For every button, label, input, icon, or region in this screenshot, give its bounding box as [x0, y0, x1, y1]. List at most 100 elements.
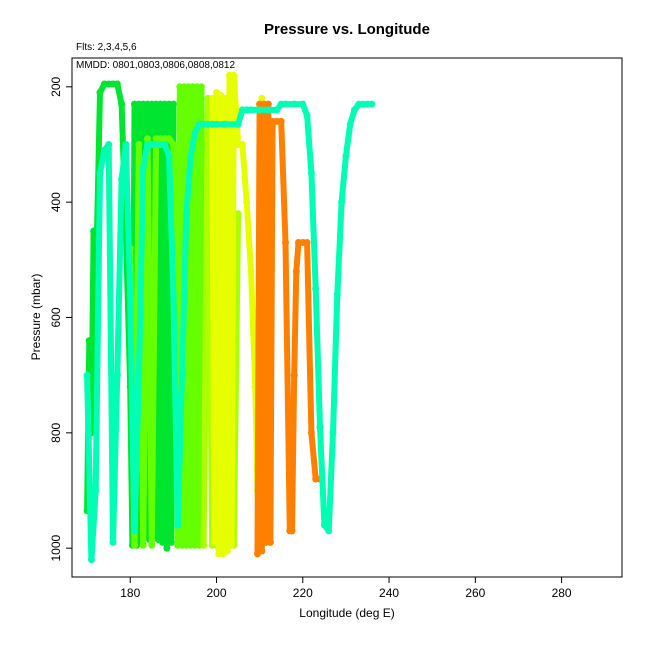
data-point [303, 112, 311, 120]
data-point [165, 152, 173, 160]
y-tick-label: 600 [49, 307, 63, 327]
x-tick-label: 200 [206, 586, 226, 600]
data-point [266, 538, 274, 546]
data-point [118, 175, 126, 183]
data-point [290, 371, 298, 379]
data-point [329, 429, 337, 437]
x-tick-label: 240 [379, 586, 399, 600]
data-point [258, 94, 266, 102]
data-point [247, 106, 255, 114]
data-point [139, 164, 147, 172]
data-point [288, 527, 296, 535]
data-point [333, 290, 341, 298]
data-point [167, 538, 175, 546]
series-layer [83, 71, 376, 564]
data-point [299, 100, 307, 108]
data-point [247, 267, 255, 275]
data-point [273, 106, 281, 114]
data-point [282, 100, 289, 108]
data-point [182, 210, 190, 218]
data-point [169, 290, 177, 298]
data-point [234, 120, 242, 128]
data-point [277, 117, 285, 125]
data-point [139, 541, 147, 549]
data-point [135, 371, 143, 379]
data-point [113, 371, 121, 379]
y-tick-label: 1000 [49, 534, 63, 561]
data-point [290, 100, 298, 108]
data-point [87, 556, 95, 564]
data-point [264, 106, 272, 114]
y-tick-label: 200 [49, 77, 63, 97]
data-point [122, 141, 130, 148]
data-point [342, 152, 350, 160]
series-5 [83, 100, 376, 564]
data-point [346, 120, 354, 128]
data-point [126, 290, 134, 298]
data-point [228, 541, 236, 549]
data-point [100, 146, 108, 154]
data-point [144, 135, 151, 143]
data-point [221, 94, 229, 102]
x-axis-label: Longitude (deg E) [299, 606, 394, 620]
x-axis: 180 200 220 240 260 280 [120, 577, 572, 600]
data-point [96, 169, 104, 177]
x-tick-label: 180 [120, 586, 140, 600]
data-point [238, 141, 246, 148]
data-point [148, 541, 156, 549]
data-point [256, 106, 264, 114]
data-point [320, 521, 328, 529]
data-point [230, 71, 238, 79]
data-point [303, 239, 311, 246]
data-point [96, 89, 104, 97]
data-point [258, 547, 266, 555]
data-point [208, 94, 216, 102]
data-point [131, 541, 138, 549]
data-point [282, 239, 289, 246]
data-point [213, 120, 220, 128]
flights-annotation: Flts: 2,3,4,5,6 [76, 42, 137, 53]
data-point [165, 135, 173, 143]
dates-annotation: MMDD: 0801,0803,0806,0808,0812 [76, 60, 235, 71]
data-point [243, 198, 251, 206]
data-point [85, 337, 93, 345]
y-axis-label: Pressure (mbar) [29, 274, 43, 361]
data-point [161, 141, 169, 148]
data-point [163, 544, 171, 552]
plot-frame [71, 57, 623, 578]
data-point [131, 527, 138, 535]
data-point [169, 100, 177, 108]
data-point [83, 371, 91, 379]
data-point [200, 541, 208, 549]
data-point [191, 129, 199, 137]
series-line-1 [127, 83, 207, 549]
data-point [264, 100, 272, 108]
data-point [109, 538, 117, 546]
data-point [368, 100, 376, 108]
chart-title: Pressure vs. Longitude [264, 21, 430, 38]
data-point [351, 106, 358, 114]
data-point [223, 547, 231, 555]
data-point [210, 538, 218, 546]
y-axis: 200 400 600 800 1000 [49, 77, 72, 562]
data-point [221, 120, 229, 128]
data-point [92, 487, 100, 494]
y-tick-label: 400 [49, 192, 63, 212]
data-point [118, 100, 126, 108]
data-point [174, 521, 182, 529]
data-point [307, 169, 315, 177]
data-point [292, 267, 300, 275]
data-point [316, 423, 324, 431]
data-point [312, 285, 320, 293]
data-point [113, 80, 121, 88]
data-point [169, 141, 177, 148]
data-point [307, 429, 315, 437]
x-tick-label: 280 [552, 586, 572, 600]
y-tick-label: 800 [49, 423, 63, 443]
data-point [105, 141, 113, 148]
data-point [234, 210, 242, 218]
data-point [90, 227, 98, 235]
data-point [325, 527, 333, 535]
x-tick-label: 260 [465, 586, 485, 600]
